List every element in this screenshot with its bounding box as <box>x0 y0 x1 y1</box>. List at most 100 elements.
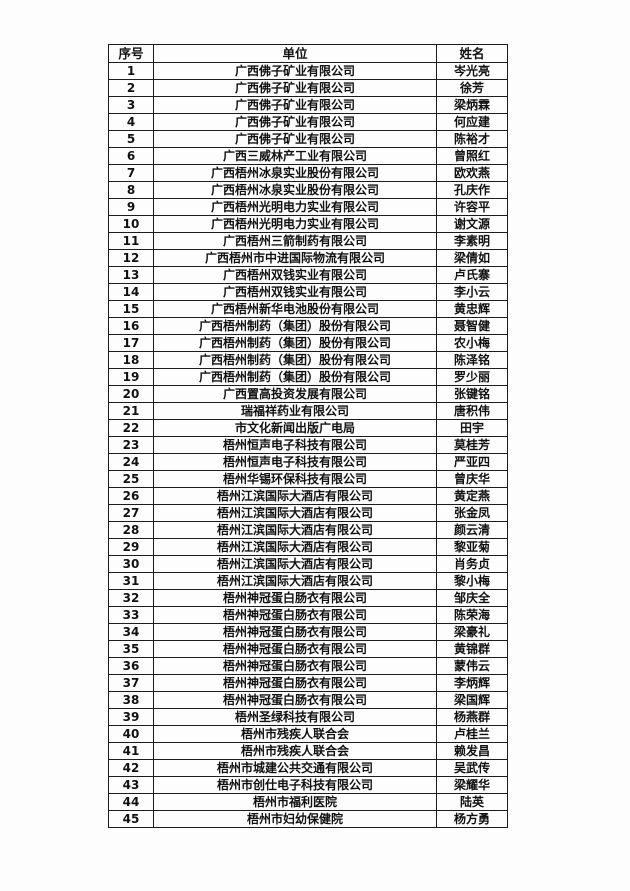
unit-cell: 梧州江滨国际大酒店有限公司 <box>153 555 437 573</box>
table-row: 16 广西梧州制药（集团）股份有限公司 聂智健 <box>108 317 508 335</box>
table-row: 13 广西梧州双钱实业有限公司 卢氏寨 <box>108 266 508 284</box>
serial-number-cell: 22 <box>108 419 154 437</box>
table-row: 15 广西梧州新华电池股份有限公司 黄忠辉 <box>108 300 508 318</box>
serial-number-cell: 18 <box>108 351 154 369</box>
table-row: 14 广西梧州双钱实业有限公司 李小云 <box>108 283 508 301</box>
unit-cell: 广西梧州制药（集团）股份有限公司 <box>153 351 437 369</box>
table-row: 35 梧州神冠蛋白肠衣有限公司 黄锦群 <box>108 640 508 658</box>
name-cell: 孔庆作 <box>436 181 508 199</box>
serial-number-cell: 11 <box>108 232 154 250</box>
table-row: 9 广西梧州光明电力实业有限公司 许容平 <box>108 198 508 216</box>
name-cell: 李素明 <box>436 232 508 250</box>
serial-number-cell: 41 <box>108 742 154 760</box>
name-cell: 卢氏寨 <box>436 266 508 284</box>
table-row: 21 瑞福祥药业有限公司 唐积伟 <box>108 402 508 420</box>
table-row: 37 梧州神冠蛋白肠衣有限公司 李炳辉 <box>108 674 508 692</box>
serial-number-cell: 8 <box>108 181 154 199</box>
table-row: 2 广西佛子矿业有限公司 徐芳 <box>108 79 508 97</box>
name-cell: 赖发昌 <box>436 742 508 760</box>
unit-cell: 广西梧州双钱实业有限公司 <box>153 266 437 284</box>
name-cell: 聂智健 <box>436 317 508 335</box>
serial-number-cell: 39 <box>108 708 154 726</box>
unit-cell: 梧州江滨国际大酒店有限公司 <box>153 572 437 590</box>
name-cell: 张金凤 <box>436 504 508 522</box>
serial-number-cell: 3 <box>108 96 154 114</box>
header-unit: 单位 <box>153 44 437 63</box>
unit-cell: 广西梧州制药（集团）股份有限公司 <box>153 317 437 335</box>
serial-number-cell: 17 <box>108 334 154 352</box>
name-cell: 邹庆全 <box>436 589 508 607</box>
serial-number-cell: 6 <box>108 147 154 165</box>
serial-number-cell: 32 <box>108 589 154 607</box>
serial-number-cell: 12 <box>108 249 154 267</box>
unit-cell: 梧州恒声电子科技有限公司 <box>153 453 437 471</box>
unit-cell: 广西佛子矿业有限公司 <box>153 62 437 80</box>
unit-cell: 广西梧州新华电池股份有限公司 <box>153 300 437 318</box>
table-row: 3 广西佛子矿业有限公司 梁炳霖 <box>108 96 508 114</box>
name-cell: 梁耀华 <box>436 776 508 794</box>
unit-cell: 梧州市妇幼保健院 <box>153 810 437 828</box>
table-row: 12 广西梧州市中进国际物流有限公司 梁倩如 <box>108 249 508 267</box>
unit-cell: 广西佛子矿业有限公司 <box>153 96 437 114</box>
serial-number-cell: 37 <box>108 674 154 692</box>
table-row: 36 梧州神冠蛋白肠衣有限公司 蒙伟云 <box>108 657 508 675</box>
table-row: 45 梧州市妇幼保健院 杨方勇 <box>108 810 508 828</box>
table-row: 27 梧州江滨国际大酒店有限公司 张金凤 <box>108 504 508 522</box>
table-row: 39 梧州圣绿科技有限公司 杨燕群 <box>108 708 508 726</box>
unit-cell: 梧州华锡环保科技有限公司 <box>153 470 437 488</box>
name-cell: 张键铭 <box>436 385 508 403</box>
serial-number-cell: 40 <box>108 725 154 743</box>
unit-cell: 梧州神冠蛋白肠衣有限公司 <box>153 657 437 675</box>
serial-number-cell: 42 <box>108 759 154 777</box>
serial-number-cell: 38 <box>108 691 154 709</box>
unit-cell: 广西置高投资发展有限公司 <box>153 385 437 403</box>
table-row: 11 广西梧州三箭制药有限公司 李素明 <box>108 232 508 250</box>
unit-cell: 梧州神冠蛋白肠衣有限公司 <box>153 606 437 624</box>
unit-cell: 广西梧州光明电力实业有限公司 <box>153 215 437 233</box>
name-cell: 梁国辉 <box>436 691 508 709</box>
unit-cell: 梧州市城建公共交通有限公司 <box>153 759 437 777</box>
unit-cell: 梧州江滨国际大酒店有限公司 <box>153 504 437 522</box>
table-row: 32 梧州神冠蛋白肠衣有限公司 邹庆全 <box>108 589 508 607</box>
serial-number-cell: 4 <box>108 113 154 131</box>
serial-number-cell: 31 <box>108 572 154 590</box>
table-row: 29 梧州江滨国际大酒店有限公司 黎亚菊 <box>108 538 508 556</box>
table-row: 43 梧州市创仕电子科技有限公司 梁耀华 <box>108 776 508 794</box>
unit-cell: 广西梧州光明电力实业有限公司 <box>153 198 437 216</box>
serial-number-cell: 14 <box>108 283 154 301</box>
name-cell: 梁倩如 <box>436 249 508 267</box>
serial-number-cell: 1 <box>108 62 154 80</box>
table-row: 8 广西梧州冰泉实业股份有限公司 孔庆作 <box>108 181 508 199</box>
table-row: 23 梧州恒声电子科技有限公司 莫桂芳 <box>108 436 508 454</box>
serial-number-cell: 30 <box>108 555 154 573</box>
serial-number-cell: 20 <box>108 385 154 403</box>
name-cell: 何应建 <box>436 113 508 131</box>
table-row: 28 梧州江滨国际大酒店有限公司 颜云清 <box>108 521 508 539</box>
serial-number-cell: 44 <box>108 793 154 811</box>
table-row: 19 广西梧州制药（集团）股份有限公司 罗少丽 <box>108 368 508 386</box>
unit-cell: 梧州市残疾人联合会 <box>153 725 437 743</box>
unit-cell: 广西梧州冰泉实业股份有限公司 <box>153 181 437 199</box>
table-row: 30 梧州江滨国际大酒店有限公司 肖务贞 <box>108 555 508 573</box>
name-cell: 田宇 <box>436 419 508 437</box>
header-row: 序号 单位 姓名 <box>108 44 508 63</box>
unit-cell: 梧州市福利医院 <box>153 793 437 811</box>
serial-number-cell: 45 <box>108 810 154 828</box>
serial-number-cell: 29 <box>108 538 154 556</box>
serial-number-cell: 7 <box>108 164 154 182</box>
name-cell: 吴武传 <box>436 759 508 777</box>
unit-cell: 梧州江滨国际大酒店有限公司 <box>153 538 437 556</box>
serial-number-cell: 43 <box>108 776 154 794</box>
name-cell: 蒙伟云 <box>436 657 508 675</box>
unit-cell: 梧州恒声电子科技有限公司 <box>153 436 437 454</box>
table-row: 6 广西三威林产工业有限公司 曾照红 <box>108 147 508 165</box>
name-cell: 曾庆华 <box>436 470 508 488</box>
serial-number-cell: 35 <box>108 640 154 658</box>
unit-cell: 广西佛子矿业有限公司 <box>153 130 437 148</box>
table-row: 33 梧州神冠蛋白肠衣有限公司 陈荣海 <box>108 606 508 624</box>
name-cell: 黎小梅 <box>436 572 508 590</box>
name-cell: 岑光亮 <box>436 62 508 80</box>
unit-cell: 广西梧州冰泉实业股份有限公司 <box>153 164 437 182</box>
name-cell: 曾照红 <box>436 147 508 165</box>
